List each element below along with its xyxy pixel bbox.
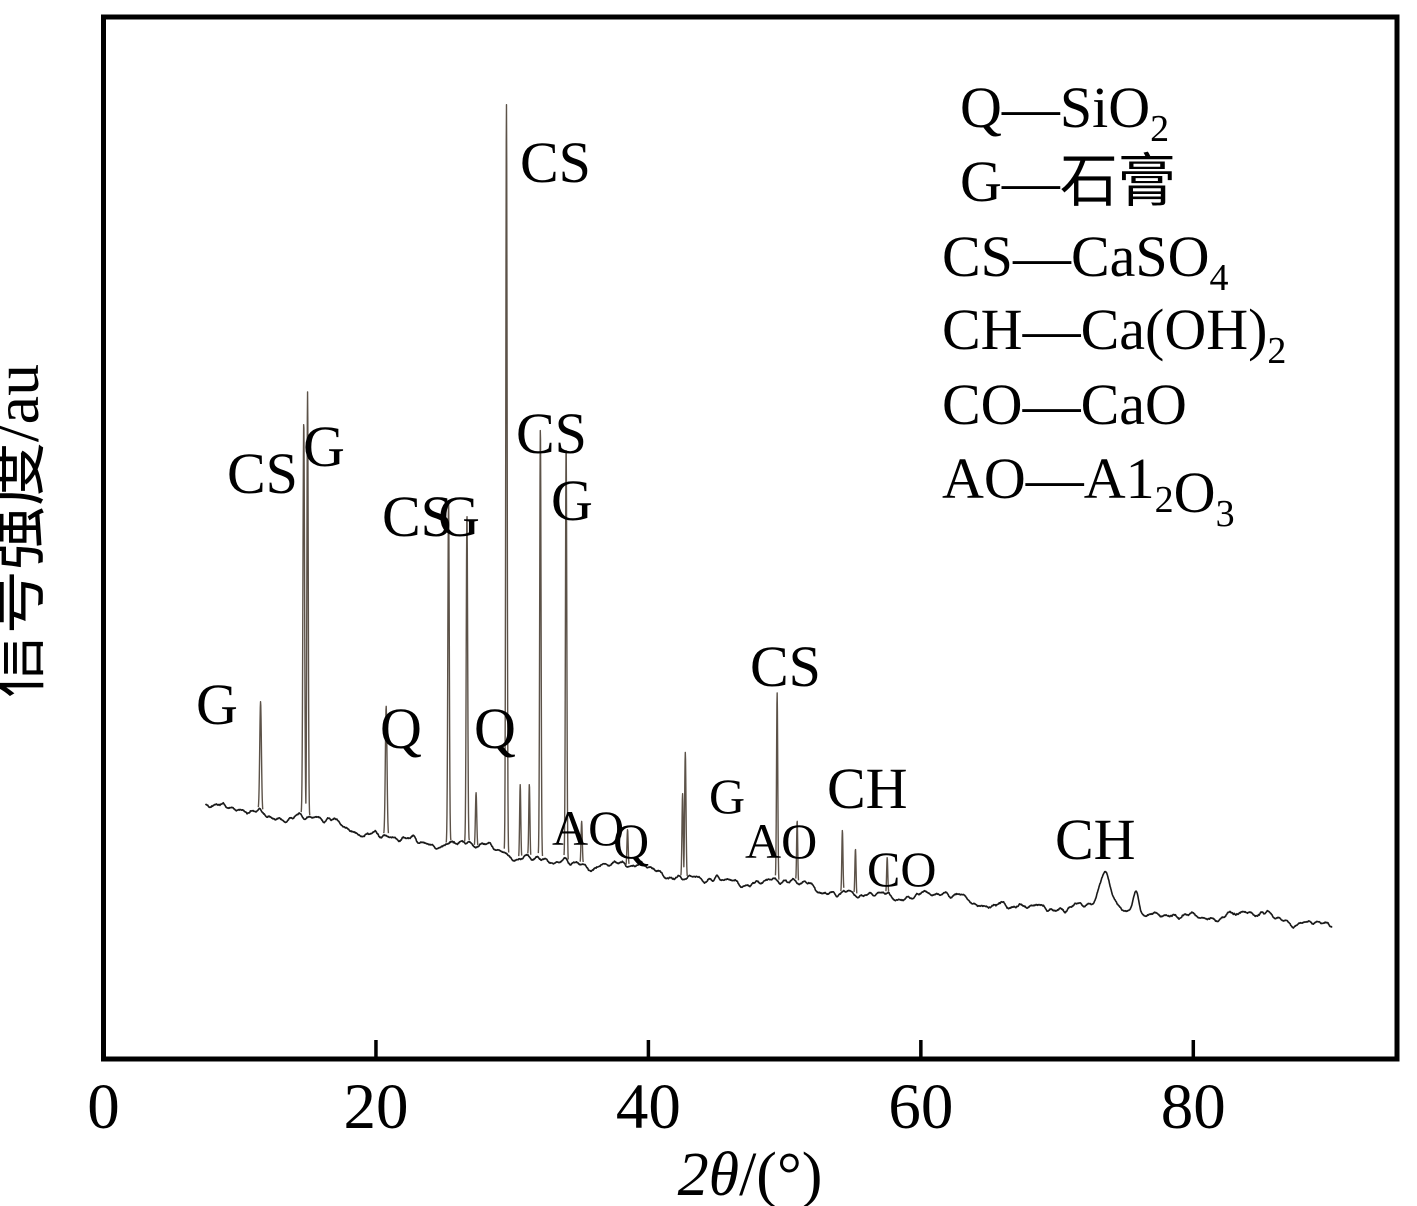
svg-text:Q—SiO2: Q—SiO2: [960, 75, 1169, 150]
svg-text:G: G: [303, 414, 345, 479]
svg-text:G: G: [196, 672, 238, 737]
svg-text:G: G: [551, 468, 593, 533]
svg-text:CS: CS: [750, 634, 821, 699]
svg-text:0: 0: [87, 1071, 120, 1143]
svg-text:2θ/(°): 2θ/(°): [678, 1141, 823, 1206]
svg-text:CH: CH: [1055, 807, 1136, 872]
svg-text:CO—CaO: CO—CaO: [942, 372, 1187, 437]
svg-text:CS: CS: [227, 441, 298, 506]
svg-text:Q: Q: [613, 813, 649, 869]
svg-text:CS—CaSO4: CS—CaSO4: [942, 224, 1229, 299]
svg-text:G: G: [438, 484, 480, 549]
svg-text:CO: CO: [867, 841, 936, 897]
svg-text:60: 60: [888, 1071, 953, 1143]
svg-text:G—石膏: G—石膏: [960, 149, 1176, 214]
svg-text:AO: AO: [745, 813, 817, 869]
svg-text:80: 80: [1161, 1071, 1226, 1143]
svg-text:20: 20: [343, 1071, 408, 1143]
svg-text:Q: Q: [474, 696, 516, 761]
svg-text:AO—A12O3: AO—A12O3: [942, 446, 1235, 535]
svg-text:Q: Q: [380, 696, 422, 761]
svg-text:信号强度/au: 信号强度/au: [0, 364, 52, 698]
svg-text:G: G: [709, 768, 745, 824]
svg-text:CS: CS: [520, 130, 591, 195]
svg-text:CH—Ca(OH)2: CH—Ca(OH)2: [942, 297, 1286, 372]
svg-text:40: 40: [616, 1071, 681, 1143]
svg-text:CS: CS: [516, 401, 587, 466]
svg-text:CH: CH: [827, 756, 908, 821]
